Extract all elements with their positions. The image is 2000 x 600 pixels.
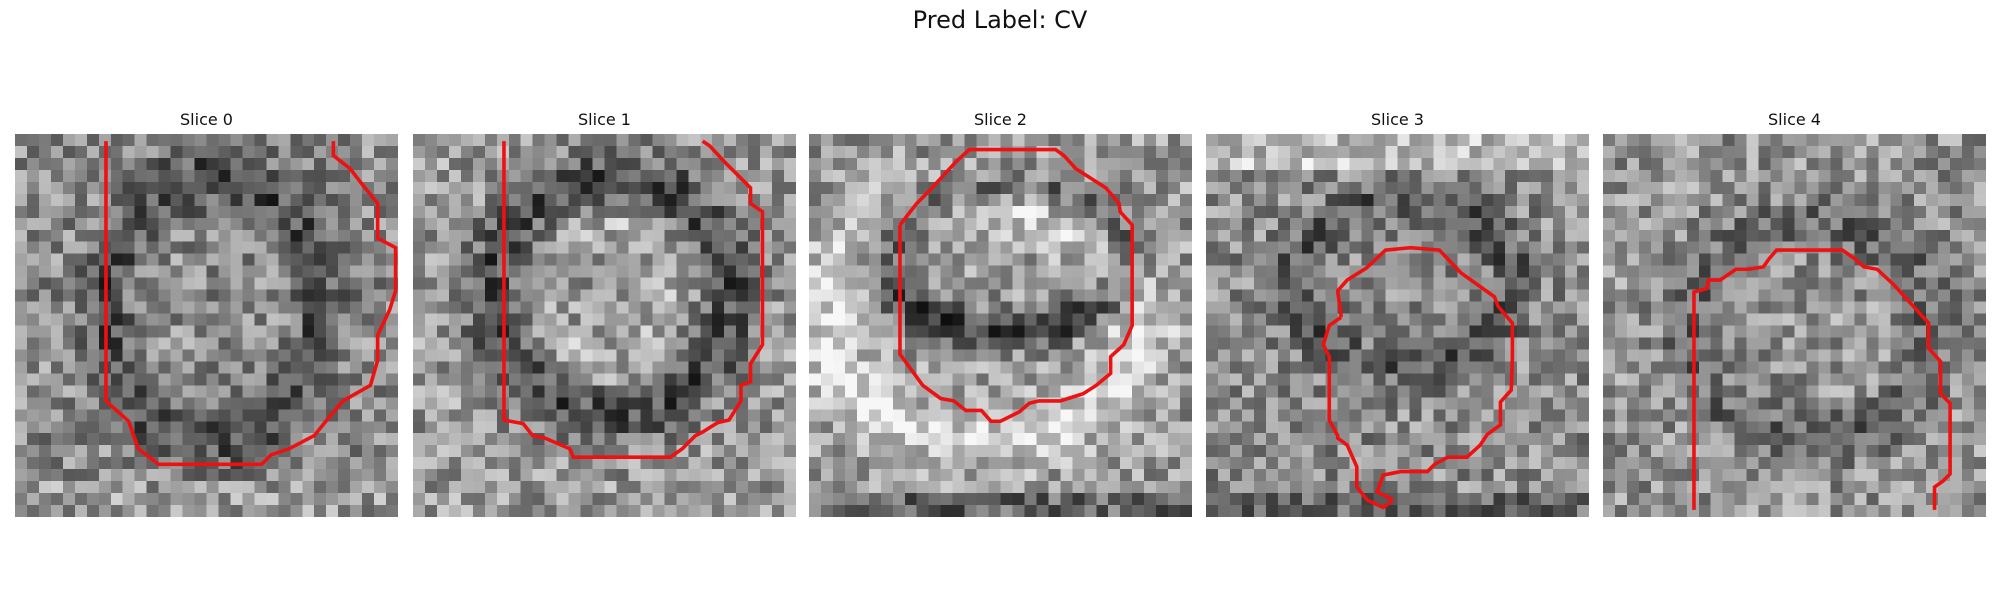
slice-panel-1: Slice 1 [413,108,796,517]
contour-4 [1692,248,1952,510]
slice-image-1 [413,134,796,517]
slice-panel-0: Slice 0 [15,108,398,517]
slice-panel-3: Slice 3 [1206,108,1589,517]
slice-image-3 [1206,134,1589,517]
contour-0 [104,141,398,467]
slice-image-0 [15,134,398,517]
slice-title-4: Slice 4 [1768,110,1821,129]
contour-2 [898,147,1134,424]
contour-3 [1321,245,1515,510]
slice-title-0: Slice 0 [180,110,233,129]
contour-1 [502,139,765,459]
slice-image-4 [1603,134,1986,517]
slice-image-2 [809,134,1192,517]
page-title: Pred Label: CV [912,6,1088,34]
slice-panel-4: Slice 4 [1603,108,1986,517]
slice-title-1: Slice 1 [578,110,631,129]
slice-title-2: Slice 2 [974,110,1027,129]
slice-panel-2: Slice 2 [809,108,1192,517]
slice-title-3: Slice 3 [1371,110,1424,129]
